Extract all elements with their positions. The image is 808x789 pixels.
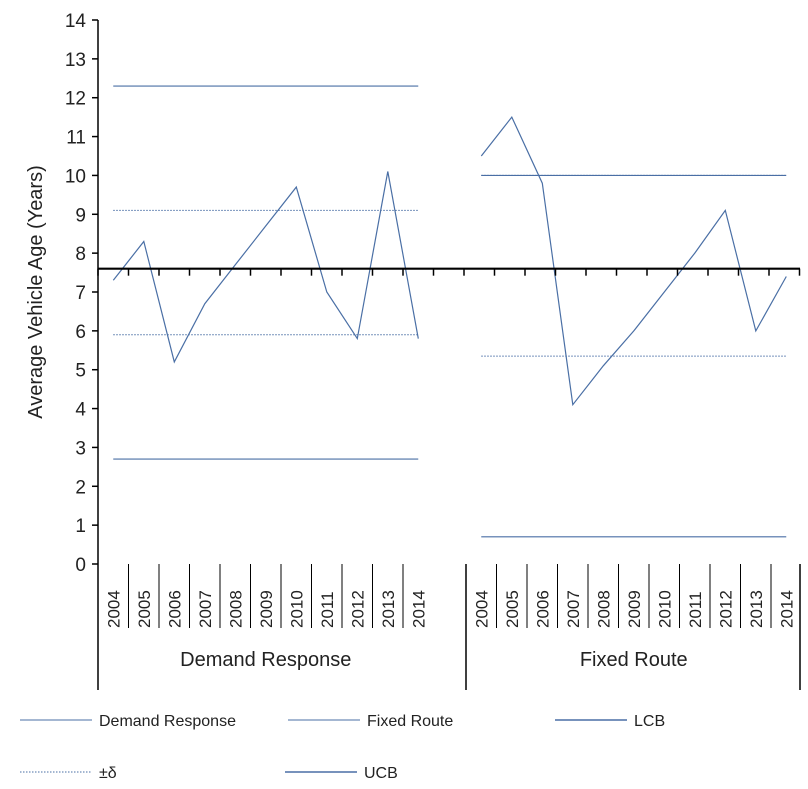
legend: Demand Response Fixed Route LCB ±δ UCB: [20, 713, 665, 782]
year-label: 2004: [472, 590, 491, 628]
group-label: Fixed Route: [580, 649, 688, 671]
year-label: 2008: [226, 590, 245, 628]
year-label: 2007: [564, 590, 583, 628]
year-label: 2013: [747, 590, 766, 628]
group-label: Demand Response: [180, 649, 351, 671]
y-tick-label: 1: [75, 516, 86, 537]
year-label: 2013: [379, 590, 398, 628]
legend-label: ±δ: [99, 765, 117, 782]
y-tick-label: 14: [65, 11, 87, 32]
year-label: 2010: [287, 590, 306, 628]
y-tick-label: 2: [75, 477, 86, 498]
year-label: 2011: [318, 591, 337, 628]
year-label: 2006: [165, 590, 184, 628]
series-layer: [112, 115, 787, 407]
year-label: 2006: [533, 590, 552, 628]
series-line-1: [480, 115, 787, 407]
legend-label: UCB: [364, 765, 398, 782]
y-tick-label: 3: [75, 438, 86, 459]
y-axis-label: Average Vehicle Age (Years): [25, 165, 47, 419]
y-tick-label: 9: [75, 205, 86, 226]
y-tick-label: 8: [75, 244, 86, 265]
year-label: 2012: [348, 590, 367, 628]
year-label: 2010: [655, 590, 674, 628]
legend-label: Demand Response: [99, 713, 236, 730]
year-label: 2005: [503, 590, 522, 628]
y-tick-label: 7: [75, 283, 86, 304]
year-label: 2014: [409, 590, 428, 628]
year-label: 2014: [777, 590, 796, 628]
year-label: 2005: [135, 590, 154, 628]
y-tick-label: 13: [65, 50, 86, 71]
year-label: 2009: [257, 590, 276, 628]
y-tick-label: 4: [75, 400, 86, 421]
y-tick-label: 6: [75, 322, 86, 343]
y-tick-label: 11: [66, 128, 86, 149]
y-tick-label: 0: [75, 555, 86, 576]
year-label: 2009: [625, 590, 644, 628]
y-tick-label: 10: [65, 166, 86, 187]
y-tick-label: 5: [75, 361, 86, 382]
year-label: 2012: [716, 590, 735, 628]
bounds-layer: [113, 85, 787, 538]
year-label: 2007: [196, 590, 215, 628]
axis-layer: [92, 19, 801, 690]
year-label: 2004: [104, 590, 123, 628]
legend-label: Fixed Route: [367, 713, 453, 730]
year-label: 2008: [594, 590, 613, 628]
legend-label: LCB: [634, 713, 665, 730]
year-label: 2011: [686, 591, 705, 628]
series-line-0: [112, 171, 419, 364]
y-tick-label: 12: [65, 89, 86, 110]
